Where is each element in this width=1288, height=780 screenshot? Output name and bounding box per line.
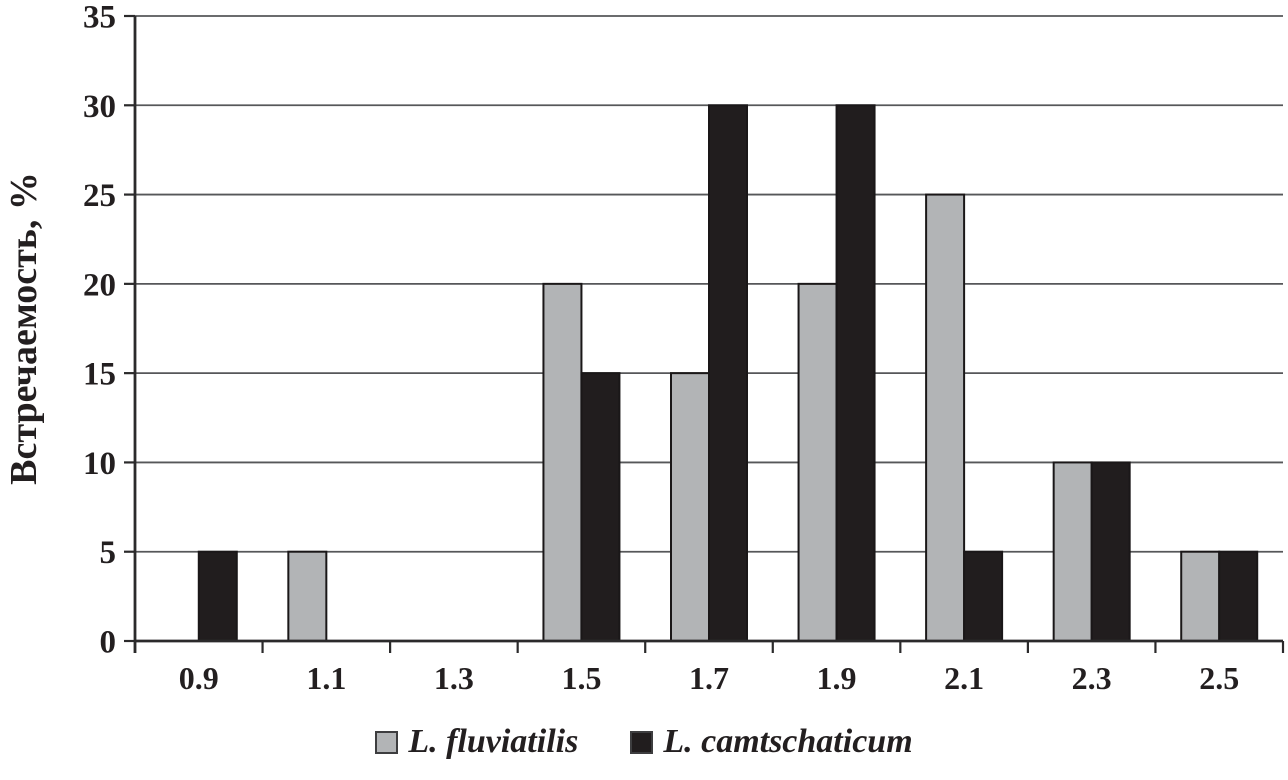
legend-item: L. camtschaticum <box>630 723 913 761</box>
legend-swatch <box>630 730 654 754</box>
bar <box>670 372 710 642</box>
bar <box>708 104 748 643</box>
bar <box>197 550 238 643</box>
x-tick-label: 0.9 <box>179 660 219 696</box>
legend-swatch <box>375 730 399 754</box>
bar <box>580 372 621 642</box>
chart-plot-area: 0 5 10 15 20 25 30 35 0.9 1.1 1.3 1.5 1.7 1.9 2.1 2.3 2.… <box>3 0 1285 696</box>
axes-group <box>124 14 1285 653</box>
x-tick-label: 1.3 <box>434 660 474 696</box>
x-tick-label: 2.5 <box>1199 660 1239 696</box>
y-tick-label: 25 <box>83 178 116 214</box>
y-tick-label: 5 <box>100 535 117 571</box>
chart-legend: L. fluviatilis L. camtschaticum <box>0 712 1288 772</box>
y-tick-label: 0 <box>100 625 117 661</box>
bar <box>1180 550 1221 643</box>
bar <box>542 282 583 642</box>
bar <box>1218 550 1259 643</box>
bar <box>925 193 966 642</box>
x-tick-label: 1.9 <box>817 660 857 696</box>
legend-label: L. camtschaticum <box>663 723 913 760</box>
bar <box>287 550 328 643</box>
y-tick-label: 10 <box>83 446 116 482</box>
bars-group <box>197 104 1259 643</box>
bar <box>1090 461 1131 642</box>
x-tick-label: 1.7 <box>689 660 729 696</box>
x-tick-label: 1.1 <box>306 660 346 696</box>
legend-label: L. fluviatilis <box>408 723 579 760</box>
bar <box>963 550 1004 643</box>
y-tick-label: 15 <box>83 357 116 393</box>
bar <box>797 282 838 642</box>
x-tick-label: 2.3 <box>1072 660 1112 696</box>
x-tick-label: 1.5 <box>561 660 601 696</box>
y-tick-label: 30 <box>83 89 116 125</box>
y-axis-title: Встречаемость, % <box>3 172 45 485</box>
legend-item: L. fluviatilis <box>375 723 578 761</box>
y-tick-label: 20 <box>83 267 116 303</box>
tick-labels-group: 0 5 10 15 20 25 30 35 0.9 1.1 1.3 1.5 1.7 1.9 2.1 2.3 2.… <box>83 0 1239 696</box>
x-tick-label: 2.1 <box>944 660 984 696</box>
bar <box>1052 461 1093 642</box>
bar <box>835 104 876 643</box>
y-tick-label: 35 <box>83 0 116 36</box>
